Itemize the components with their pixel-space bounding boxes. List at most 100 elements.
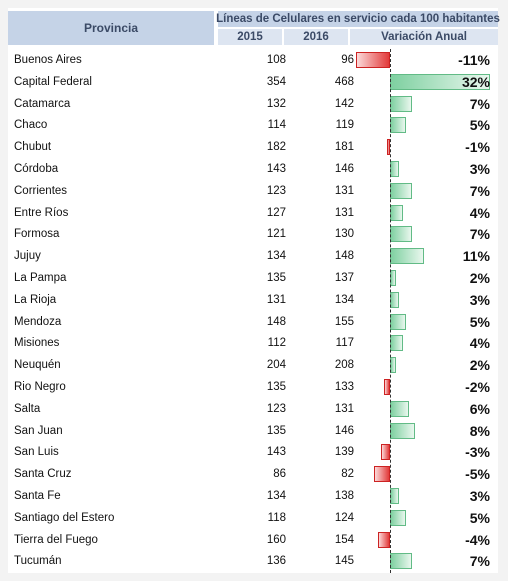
value-2016-cell[interactable]: 208 <box>334 359 354 372</box>
value-2016-cell[interactable]: 154 <box>334 533 354 546</box>
table-row[interactable]: Chaco 114 119 5% <box>8 114 498 136</box>
table-row[interactable]: Santiago del Estero 118 124 5% <box>8 507 498 529</box>
value-2016-cell[interactable]: 82 <box>341 468 354 481</box>
variation-percent-cell[interactable]: -11% <box>458 52 490 68</box>
table-row[interactable]: Córdoba 143 146 3% <box>8 158 498 180</box>
province-name-cell[interactable]: Tierra del Fuego <box>14 533 98 546</box>
table-row[interactable]: Rio Negro 135 133 -2% <box>8 376 498 398</box>
province-name-cell[interactable]: Corrientes <box>14 184 68 197</box>
value-2016-cell[interactable]: 181 <box>334 141 354 154</box>
table-row[interactable]: Jujuy 134 148 11% <box>8 245 498 267</box>
variation-percent-cell[interactable]: 7% <box>469 95 490 112</box>
variation-percent-cell[interactable]: 11% <box>462 248 490 265</box>
value-2016-cell[interactable]: 124 <box>334 511 354 524</box>
value-2015-cell[interactable]: 131 <box>266 293 286 306</box>
province-name-cell[interactable]: Misiones <box>14 337 60 350</box>
value-2015-cell[interactable]: 134 <box>266 490 286 502</box>
variation-percent-cell[interactable]: 7% <box>469 226 490 243</box>
variation-percent-cell[interactable]: -2% <box>465 379 490 395</box>
province-header[interactable]: Provincia <box>8 11 214 45</box>
value-2015-cell[interactable]: 135 <box>266 424 286 437</box>
table-title-header[interactable]: Líneas de Celulares en servicio cada 100… <box>216 11 500 27</box>
value-2016-cell[interactable]: 130 <box>334 228 354 241</box>
province-name-cell[interactable]: Santa Cruz <box>14 468 72 481</box>
value-2016-cell[interactable]: 137 <box>334 272 354 284</box>
province-name-cell[interactable]: Jujuy <box>14 250 41 263</box>
table-row[interactable]: Misiones 112 117 4% <box>8 332 498 354</box>
value-2015-cell[interactable]: 148 <box>266 315 286 328</box>
value-2016-cell[interactable]: 133 <box>334 381 354 393</box>
table-row[interactable]: Formosa 121 130 7% <box>8 223 498 245</box>
value-2016-cell[interactable]: 117 <box>335 337 354 350</box>
value-2015-cell[interactable]: 123 <box>266 184 286 197</box>
value-2015-cell[interactable]: 136 <box>266 555 286 568</box>
value-2015-cell[interactable]: 127 <box>266 206 286 219</box>
province-name-cell[interactable]: La Rioja <box>14 293 57 306</box>
value-2016-cell[interactable]: 145 <box>334 555 354 568</box>
value-2016-cell[interactable]: 155 <box>334 315 354 328</box>
value-2016-cell[interactable]: 139 <box>334 446 354 459</box>
value-2015-cell[interactable]: 160 <box>266 533 286 546</box>
variation-percent-cell[interactable]: 2% <box>469 270 490 286</box>
table-row[interactable]: Entre Ríos 127 131 4% <box>8 202 498 224</box>
table-row[interactable]: Buenos Aires 108 96 -11% <box>8 49 498 71</box>
province-name-cell[interactable]: San Juan <box>14 424 63 437</box>
value-2015-cell[interactable]: 143 <box>266 446 286 459</box>
value-2015-cell[interactable]: 123 <box>266 402 286 415</box>
value-2015-cell[interactable]: 204 <box>266 359 286 372</box>
table-row[interactable]: San Juan 135 146 8% <box>8 420 498 442</box>
table-row[interactable]: Catamarca 132 142 7% <box>8 93 498 115</box>
value-2015-cell[interactable]: 108 <box>266 54 286 66</box>
variation-percent-cell[interactable]: 5% <box>469 509 490 526</box>
variation-percent-cell[interactable]: 5% <box>469 117 490 134</box>
province-name-cell[interactable]: Santiago del Estero <box>14 511 115 524</box>
province-name-cell[interactable]: Formosa <box>14 228 60 241</box>
value-2016-cell[interactable]: 146 <box>334 424 354 437</box>
table-row[interactable]: Neuquén 204 208 2% <box>8 354 498 376</box>
province-name-cell[interactable]: Rio Negro <box>14 381 66 393</box>
variation-percent-cell[interactable]: 3% <box>469 161 490 177</box>
variation-percent-cell[interactable]: 3% <box>469 291 490 308</box>
province-name-cell[interactable]: Chaco <box>14 119 48 132</box>
value-2016-cell[interactable]: 119 <box>335 119 354 132</box>
value-2015-cell[interactable]: 135 <box>266 381 286 393</box>
value-2015-cell[interactable]: 118 <box>267 511 286 524</box>
variation-percent-cell[interactable]: 5% <box>469 313 490 330</box>
table-row[interactable]: Santa Fe 134 138 3% <box>8 485 498 507</box>
variation-percent-cell[interactable]: -5% <box>465 466 490 483</box>
variation-percent-cell[interactable]: -4% <box>465 531 490 548</box>
table-row[interactable]: Tierra del Fuego 160 154 -4% <box>8 529 498 551</box>
value-2016-cell[interactable]: 131 <box>334 402 354 415</box>
value-2015-cell[interactable]: 86 <box>273 468 286 481</box>
table-row[interactable]: La Rioja 131 134 3% <box>8 289 498 311</box>
table-row[interactable]: Tucumán 136 145 7% <box>8 550 498 572</box>
province-name-cell[interactable]: Salta <box>14 402 41 415</box>
province-name-cell[interactable]: Catamarca <box>14 97 71 110</box>
table-row[interactable]: Salta 123 131 6% <box>8 398 498 420</box>
table-row[interactable]: Chubut 182 181 -1% <box>8 136 498 158</box>
province-name-cell[interactable]: Córdoba <box>14 163 59 175</box>
year-2016-header[interactable]: 2016 <box>284 29 348 45</box>
value-2015-cell[interactable]: 112 <box>267 337 286 350</box>
value-2016-cell[interactable]: 138 <box>334 490 354 502</box>
value-2015-cell[interactable]: 135 <box>266 272 286 284</box>
variation-percent-cell[interactable]: 7% <box>469 553 490 570</box>
table-row[interactable]: Santa Cruz 86 82 -5% <box>8 463 498 485</box>
value-2016-cell[interactable]: 468 <box>334 75 354 88</box>
value-2016-cell[interactable]: 131 <box>334 206 354 219</box>
variation-percent-cell[interactable]: 3% <box>469 488 490 504</box>
value-2016-cell[interactable]: 131 <box>334 184 354 197</box>
variation-percent-cell[interactable]: 4% <box>469 335 490 352</box>
value-2015-cell[interactable]: 134 <box>266 250 286 263</box>
value-2015-cell[interactable]: 354 <box>266 75 286 88</box>
value-2015-cell[interactable]: 114 <box>267 119 286 132</box>
variation-percent-cell[interactable]: 32% <box>461 73 490 90</box>
variation-percent-cell[interactable]: 7% <box>469 182 490 199</box>
province-name-cell[interactable]: La Pampa <box>14 272 67 284</box>
table-row[interactable]: San Luis 143 139 -3% <box>8 441 498 463</box>
value-2016-cell[interactable]: 134 <box>334 293 354 306</box>
value-2015-cell[interactable]: 121 <box>266 228 286 241</box>
table-row[interactable]: Corrientes 123 131 7% <box>8 180 498 202</box>
province-name-cell[interactable]: Entre Ríos <box>14 206 69 219</box>
variation-percent-cell[interactable]: 4% <box>469 204 490 221</box>
